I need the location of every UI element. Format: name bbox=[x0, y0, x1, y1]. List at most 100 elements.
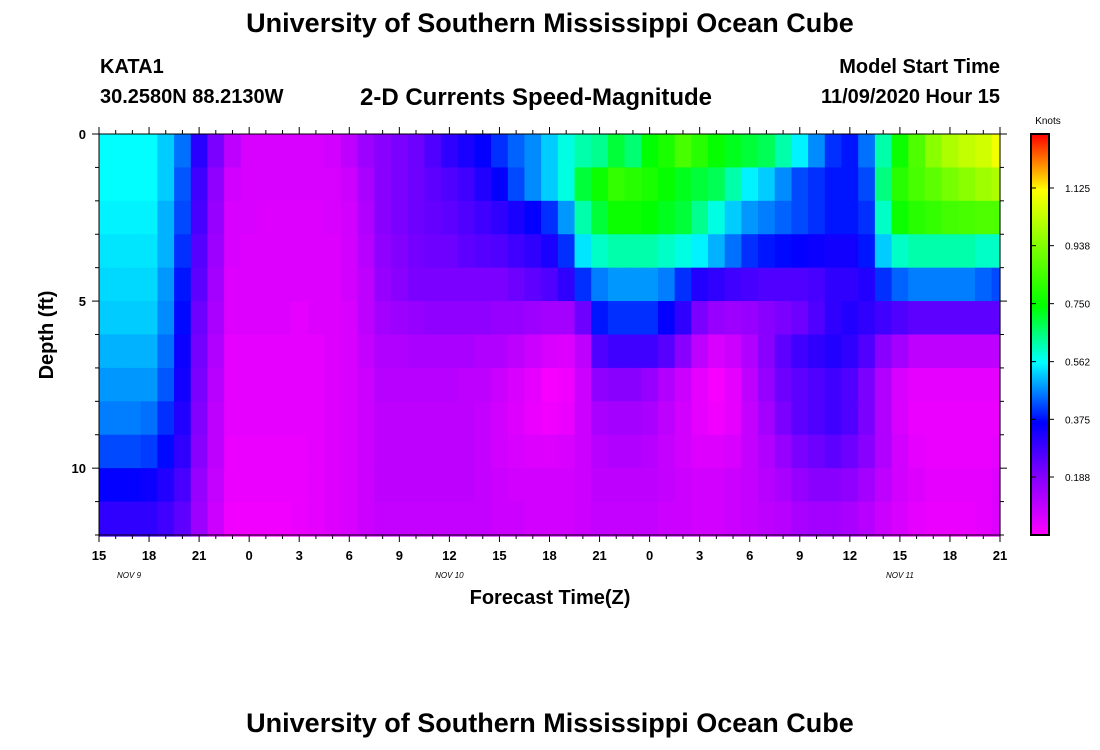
heatmap-cell bbox=[257, 501, 275, 536]
heatmap-cell bbox=[858, 200, 876, 235]
heatmap-cell bbox=[424, 334, 442, 369]
heatmap-cell bbox=[290, 134, 309, 169]
heatmap-cell bbox=[174, 167, 192, 202]
heatmap-cell bbox=[824, 234, 843, 269]
heatmap-cell bbox=[891, 301, 909, 336]
heatmap-cell bbox=[407, 267, 425, 302]
heatmap-cell bbox=[874, 334, 893, 369]
heatmap-cell bbox=[691, 334, 709, 369]
heatmap-cell bbox=[607, 234, 626, 269]
heatmap-cell bbox=[274, 334, 292, 369]
heatmap-cell bbox=[340, 367, 359, 402]
heatmap-cell bbox=[841, 401, 859, 436]
heatmap-cell bbox=[624, 301, 642, 336]
heatmap-cell bbox=[474, 234, 492, 269]
heatmap-cell bbox=[541, 367, 559, 402]
heatmap-cell bbox=[507, 301, 526, 336]
heatmap-cell bbox=[641, 200, 659, 235]
heatmap-cell bbox=[124, 267, 142, 302]
heatmap-cell bbox=[224, 367, 242, 402]
heatmap-cell bbox=[407, 167, 425, 202]
heatmap-cell bbox=[324, 367, 342, 402]
heatmap-cell bbox=[274, 367, 292, 402]
heatmap-cell bbox=[808, 267, 826, 302]
heatmap-cell bbox=[290, 401, 309, 436]
heatmap-cell bbox=[407, 468, 425, 503]
heatmap-cell bbox=[307, 468, 325, 503]
heatmap-cell bbox=[758, 200, 776, 235]
heatmap-cell bbox=[390, 234, 409, 269]
heatmap-cell bbox=[708, 267, 726, 302]
heatmap-cell bbox=[974, 434, 993, 469]
heatmap-cell bbox=[774, 367, 793, 402]
heatmap-cell bbox=[557, 301, 576, 336]
heatmap-cell bbox=[624, 134, 642, 169]
heatmap-cell bbox=[357, 234, 375, 269]
heatmap-cell bbox=[774, 134, 793, 169]
heatmap-cell bbox=[207, 234, 225, 269]
heatmap-cell bbox=[657, 200, 676, 235]
heatmap-cell bbox=[674, 267, 692, 302]
colorbar-gradient bbox=[1030, 133, 1050, 536]
heatmap-cell bbox=[891, 134, 909, 169]
heatmap-cell bbox=[307, 401, 325, 436]
heatmap-cell bbox=[641, 468, 659, 503]
heatmap-cell bbox=[808, 468, 826, 503]
colorbar-tick-label: 0.188 bbox=[1065, 473, 1090, 484]
heatmap-cell bbox=[858, 468, 876, 503]
heatmap-cell bbox=[974, 134, 993, 169]
heatmap-cell bbox=[774, 501, 793, 536]
heatmap-cell bbox=[624, 334, 642, 369]
heatmap-cell bbox=[157, 234, 175, 269]
heatmap-cell bbox=[124, 200, 142, 235]
heatmap-cell bbox=[107, 200, 125, 235]
heatmap-cell bbox=[324, 134, 342, 169]
heatmap-cell bbox=[624, 367, 642, 402]
heatmap-cell bbox=[324, 468, 342, 503]
heatmap-cell bbox=[340, 167, 359, 202]
heatmap-cell bbox=[457, 401, 476, 436]
heatmap-cell bbox=[99, 301, 108, 336]
heatmap-cell bbox=[357, 501, 375, 536]
heatmap-cell bbox=[891, 200, 909, 235]
x-tick-label: 15 bbox=[492, 548, 506, 563]
heatmap-cell bbox=[858, 234, 876, 269]
heatmap-cell bbox=[958, 501, 976, 536]
heatmap-cell bbox=[674, 301, 692, 336]
heatmap-cell bbox=[858, 401, 876, 436]
heatmap-cell bbox=[891, 167, 909, 202]
heatmap-cell bbox=[891, 234, 909, 269]
y-axis-title: Depth (ft) bbox=[36, 291, 58, 380]
heatmap-cell bbox=[741, 167, 759, 202]
heatmap-cell bbox=[240, 234, 259, 269]
heatmap-cell bbox=[240, 301, 259, 336]
heatmap-cell bbox=[657, 134, 676, 169]
heatmap-cell bbox=[974, 468, 993, 503]
heatmap-cell bbox=[724, 234, 742, 269]
heatmap-cell bbox=[874, 401, 893, 436]
heatmap-cell bbox=[574, 434, 592, 469]
heatmap-cell bbox=[240, 134, 259, 169]
heatmap-cell bbox=[791, 367, 809, 402]
heatmap-cell bbox=[824, 301, 843, 336]
heatmap-cell bbox=[858, 501, 876, 536]
heatmap-cell bbox=[174, 234, 192, 269]
heatmap-cell bbox=[507, 501, 526, 536]
heatmap-cell bbox=[557, 334, 576, 369]
heatmap-cell bbox=[240, 167, 259, 202]
heatmap-cell bbox=[924, 234, 943, 269]
heatmap-cell bbox=[607, 267, 626, 302]
heatmap-cell bbox=[157, 301, 175, 336]
heatmap-cell bbox=[307, 367, 325, 402]
heatmap-cell bbox=[691, 167, 709, 202]
heatmap-cell bbox=[441, 501, 459, 536]
heatmap-cell bbox=[507, 401, 526, 436]
heatmap-cell bbox=[858, 367, 876, 402]
heatmap-cell bbox=[190, 468, 209, 503]
heatmap-cell bbox=[774, 200, 793, 235]
heatmap-cell bbox=[307, 234, 325, 269]
heatmap-cell bbox=[674, 234, 692, 269]
heatmap-cell bbox=[99, 401, 108, 436]
heatmap-cell bbox=[441, 334, 459, 369]
heatmap-cell bbox=[524, 367, 542, 402]
